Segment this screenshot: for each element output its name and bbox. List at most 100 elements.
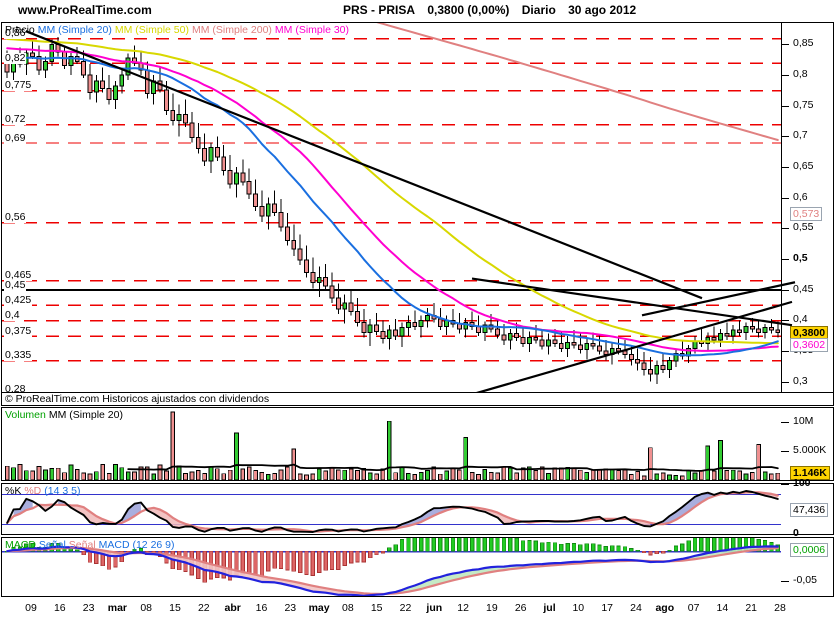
- price-right-axis: 0,850,80,750,70,650,60,550,50,450,40,350…: [781, 22, 835, 404]
- price-tick-mark: [781, 167, 789, 169]
- price-tick-label-0_4: 0,4: [793, 313, 808, 326]
- legend-item-4: MM (Simple 30): [274, 24, 350, 36]
- site-url: www.ProRealTime.com: [18, 3, 152, 17]
- legend-item-2: (14 3 5): [44, 485, 81, 497]
- volume-plot-area[interactable]: [2, 408, 833, 480]
- price-tick-mark: [781, 136, 789, 138]
- stochastic-tick-mark: [781, 534, 789, 535]
- stochastic-tick-label: 100: [793, 477, 811, 489]
- date-tick-17: 17: [601, 602, 614, 614]
- date-tick-12: 12: [457, 602, 469, 614]
- price-tick-label-0_8: 0,8: [793, 68, 808, 81]
- stochastic-plot-area[interactable]: [2, 484, 833, 534]
- price-tick-label-0_5: 0,5: [793, 251, 808, 264]
- stochastic-tick-label: 0: [793, 527, 799, 539]
- price-tick-label-0_55: 0,55: [793, 221, 814, 234]
- legend-item-2: Señal: [68, 539, 96, 551]
- price-level-label-0_775: 0,775: [4, 79, 33, 92]
- price-tick-label-0_65: 0,65: [793, 160, 814, 173]
- price-plot-area[interactable]: [2, 23, 833, 403]
- price-marker-yellowhi: 0,3800: [790, 325, 829, 340]
- date-tick-09: 09: [25, 602, 37, 614]
- date-tick-28: 28: [774, 602, 786, 614]
- date-axis: 09 16 23 mar 08 15 22 abr 16 23 may 08 15 22 jun 12 19 26…: [1, 598, 834, 619]
- date-tick-24: 24: [630, 602, 642, 614]
- legend-item-0: Precio: [5, 24, 35, 36]
- price-level-label-0_72: 0,72: [4, 113, 27, 126]
- date-tick-ago: ago: [655, 602, 675, 614]
- macd-marker: 0,0006: [790, 542, 829, 557]
- price-tick-mark: [781, 105, 789, 107]
- date-tick-14: 14: [716, 602, 729, 614]
- copyright-strip: © ProRealTime.com Historicos ajustados c…: [1, 392, 834, 406]
- legend-item-1: Señal: [38, 539, 66, 551]
- macd-tick-label: -0,05: [793, 574, 817, 587]
- price-tick-label-0_7: 0,7: [793, 129, 808, 142]
- price-chart-panel[interactable]: Precio MM (Simple 20) MM (Simple 50) MM (Si…: [1, 22, 834, 404]
- date-tick-23: 23: [284, 602, 297, 614]
- price-tick-mark: [781, 228, 789, 230]
- date-tick-mar: mar: [107, 602, 128, 614]
- price-level-label-0_465: 0,465: [4, 269, 33, 282]
- date-tick-07: 07: [687, 602, 700, 614]
- price-tick-mark: [781, 258, 789, 260]
- date-tick-jun: jun: [426, 602, 443, 614]
- date-tick-08: 08: [342, 602, 354, 614]
- price-level-label-0_4: 0,4: [4, 309, 21, 322]
- price-level-label-0_425: 0,425: [4, 293, 33, 306]
- macd-right-axis: -0,05 0,0006: [781, 537, 835, 597]
- macd-plot-area[interactable]: [2, 538, 833, 596]
- price-level-label-0_56: 0,56: [4, 211, 27, 224]
- price-tick-mark: [781, 320, 789, 322]
- volume-tick-label: 5.000K: [793, 444, 827, 457]
- date-label: 30 ago 2012: [568, 3, 637, 17]
- stochastic-marker: 47,436: [790, 503, 829, 518]
- legend-item-3: MACD (12 26 9): [98, 539, 175, 551]
- legend-item-3: MM (Simple 200): [191, 24, 272, 36]
- volume-tick-mark: [781, 451, 789, 453]
- legend-item-1: %D: [24, 485, 42, 497]
- price-tick-label-0_6: 0,6: [793, 190, 808, 203]
- date-tick-may: may: [308, 602, 330, 614]
- header-bar: www.ProRealTime.com PRS - PRISA 0,3800 (…: [0, 0, 835, 19]
- macd-tick-mark: [781, 581, 789, 583]
- price-tick-mark: [781, 197, 789, 199]
- date-tick-16: 16: [53, 602, 66, 614]
- price-label: 0,3800 (0,00%): [427, 3, 510, 17]
- date-tick-26: 26: [514, 602, 527, 614]
- date-tick-19: 19: [486, 602, 498, 614]
- price-marker-magenta: 0,3602: [790, 337, 829, 352]
- macd-panel[interactable]: MACD Señal Señal MACD (12 26 9): [1, 537, 834, 597]
- date-tick-22: 22: [399, 602, 412, 614]
- price-tick-mark: [781, 289, 789, 291]
- date-tick-15: 15: [370, 602, 383, 614]
- legend-item-1: MM (Simple 20): [48, 409, 123, 421]
- price-tick-label-0_3: 0,3: [793, 374, 808, 387]
- stochastic-legend: %K %D (14 3 5): [5, 485, 83, 497]
- price-tick-label-0_85: 0,85: [793, 37, 814, 50]
- legend-item-0: %K: [5, 485, 22, 497]
- price-tick-label-0_45: 0,45: [793, 282, 814, 295]
- stochastic-right-axis: 100 0 47,436: [781, 478, 835, 539]
- volume-right-axis: 10M 5.000K 1.146K: [781, 407, 835, 481]
- stochastic-tick-mark: [781, 484, 789, 485]
- price-level-label-0_69: 0,69: [4, 131, 27, 144]
- date-tick-16: 16: [255, 602, 268, 614]
- date-tick-21: 21: [745, 602, 758, 614]
- date-tick-abr: abr: [224, 602, 241, 614]
- quote-summary: PRS - PRISA 0,3800 (0,00%) Diario 30 ago…: [343, 3, 645, 17]
- macd-legend: MACD Señal Señal MACD (12 26 9): [5, 539, 178, 551]
- stochastic-panel[interactable]: %K %D (14 3 5): [1, 483, 834, 535]
- legend-item-0: MACD: [5, 539, 36, 551]
- price-tick-mark: [781, 44, 789, 46]
- price-level-label-0_375: 0,375: [4, 324, 33, 337]
- date-tick-15: 15: [169, 602, 181, 614]
- volume-tick-label: 10M: [793, 415, 814, 428]
- price-tick-mark: [781, 381, 789, 383]
- volume-panel[interactable]: Volumen MM (Simple 20): [1, 407, 834, 481]
- volume-tick-mark: [781, 422, 789, 424]
- price-marker-salmon: 0,573: [790, 207, 823, 222]
- price-axis-separator: [781, 22, 782, 404]
- price-tick-mark: [781, 350, 789, 352]
